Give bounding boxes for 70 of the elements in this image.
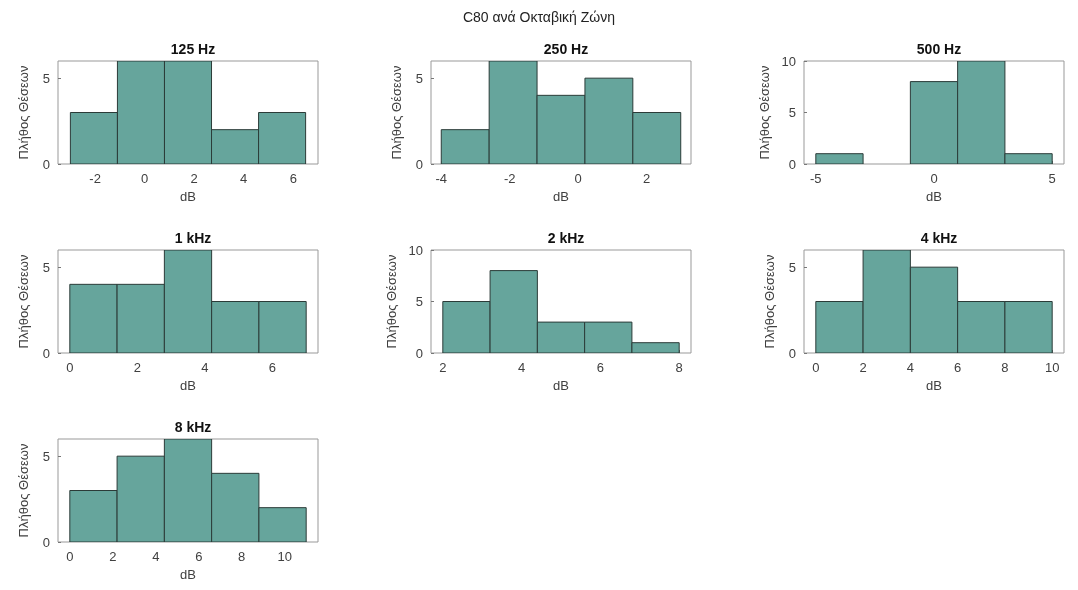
x-tick-label: 0: [66, 549, 74, 564]
x-tick-label: 6: [268, 360, 277, 375]
x-tick-label: 6: [195, 549, 203, 564]
x-tick-label: 6: [289, 171, 297, 186]
y-axis-title: Πλήθος Θέσεων: [383, 254, 399, 349]
y-axis-title: Πλήθος Θέσεων: [16, 254, 31, 349]
x-tick-label: 4: [201, 360, 209, 375]
y-axis-title: Πλήθος Θέσεων: [756, 65, 772, 160]
x-tick-label: 10: [1044, 360, 1060, 375]
y-tick-label: 0: [42, 534, 50, 550]
x-tick-label: 0: [574, 171, 582, 186]
x-axis-title: dB: [926, 378, 942, 393]
y-tick-label: 10: [781, 53, 796, 69]
chart-title: 125 Hz: [170, 41, 216, 57]
x-tick-label: -5: [810, 171, 822, 186]
x-tick-label: 2: [133, 360, 141, 375]
chart-title: 4 kHz: [920, 230, 958, 246]
y-tick-label: 5: [788, 105, 796, 120]
x-tick-label: 8: [675, 360, 683, 375]
y-tick-label: 5: [42, 259, 50, 275]
x-tick-label: 2: [859, 360, 867, 375]
y-axis-title: Πλήθος Θέσεων: [16, 443, 31, 538]
y-tick-label: 0: [42, 156, 50, 172]
x-tick-label: 10: [277, 549, 292, 564]
chart-title: 1 kHz: [174, 230, 212, 246]
x-tick-label: 5: [1048, 171, 1056, 186]
x-tick-label: -2: [89, 171, 101, 186]
y-tick-label: 5: [42, 448, 50, 464]
y-tick-label: 0: [788, 345, 796, 361]
y-tick-label: 0: [415, 156, 423, 172]
x-axis-title: dB: [553, 189, 569, 204]
x-tick-label: -4: [435, 171, 448, 186]
chart-title: 250 Hz: [543, 41, 589, 57]
x-tick-label: 2: [190, 171, 198, 186]
x-tick-label: -2: [503, 171, 516, 186]
chart-title: 2 kHz: [547, 230, 585, 246]
y-axis-title: Πλήθος Θέσεων: [762, 254, 777, 349]
x-axis-title: dB: [180, 378, 196, 393]
x-tick-label: 0: [930, 171, 938, 186]
y-axis-title: Πλήθος Θέσεων: [389, 65, 404, 160]
x-axis-title: dB: [553, 378, 569, 393]
text: C80 ανά Οκταβική Ζώνη: [461, 9, 617, 25]
x-tick-label: 4: [152, 549, 160, 564]
chart-title: 8 kHz: [174, 419, 212, 435]
x-tick-label: 8: [238, 549, 246, 564]
x-tick-label: 4: [906, 360, 914, 375]
x-tick-label: 0: [66, 360, 74, 375]
x-axis-title: dB: [926, 189, 942, 204]
x-tick-label: 6: [954, 360, 962, 375]
x-tick-label: 8: [1001, 360, 1009, 375]
y-tick-label: 5: [415, 70, 423, 86]
y-tick-label: 5: [788, 259, 796, 275]
y-tick-label: 0: [42, 345, 50, 361]
x-tick-label: 0: [812, 360, 820, 375]
y-tick-label: 10: [408, 242, 423, 258]
x-tick-label: 2: [439, 360, 447, 375]
x-tick-label: 2: [642, 171, 651, 186]
x-tick-label: 0: [141, 171, 149, 186]
y-tick-label: 0: [415, 345, 423, 361]
x-axis-title: dB: [180, 189, 196, 204]
x-tick-label: 2: [109, 549, 117, 564]
x-tick-label: 4: [517, 360, 526, 375]
y-tick-label: 0: [788, 156, 796, 172]
x-tick-label: 6: [596, 360, 605, 375]
y-axis-title: Πλήθος Θέσεων: [16, 65, 31, 160]
y-tick-label: 5: [42, 70, 50, 86]
chart-title: 500 Hz: [916, 41, 962, 57]
y-tick-label: 5: [415, 294, 423, 309]
x-axis-title: dB: [180, 567, 196, 582]
x-tick-label: 4: [240, 171, 248, 186]
